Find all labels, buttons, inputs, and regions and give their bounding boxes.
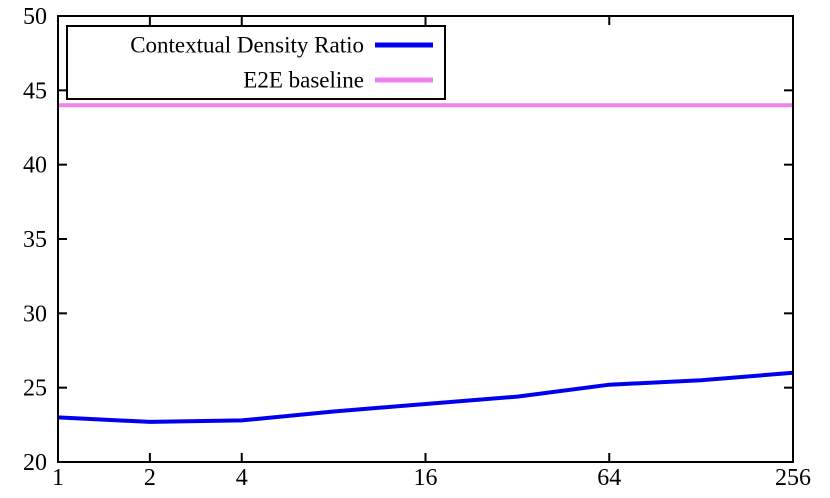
y-tick-label: 35 [23,227,47,253]
x-tick-label: 4 [236,465,248,491]
data-series [57,103,794,424]
x-tick-label: 16 [414,465,438,491]
series-line-contextual-density-ratio [57,370,794,424]
y-tick-label: 20 [23,450,47,476]
y-axis-tick-labels: 20 25 30 35 40 45 50 [23,4,47,476]
legend-label-contextual-density-ratio: Contextual Density Ratio [130,33,364,58]
y-tick-label: 25 [23,376,47,402]
x-tick-label: 1 [52,465,64,491]
y-tick-label: 40 [23,153,47,179]
x-tick-label: 64 [597,465,621,491]
legend-label-e2e-baseline: E2E baseline [243,68,364,93]
y-tick-label: 50 [23,4,47,30]
x-axis-tick-labels: 1 2 4 16 64 256 [52,465,811,491]
y-tick-label: 30 [23,301,47,327]
x-tick-label: 2 [144,465,156,491]
legend: Contextual Density Ratio E2E baseline [66,25,446,100]
y-tick-label: 45 [23,78,47,104]
x-tick-label: 256 [775,465,811,491]
plot-border [57,15,794,463]
legend-box [66,25,446,100]
